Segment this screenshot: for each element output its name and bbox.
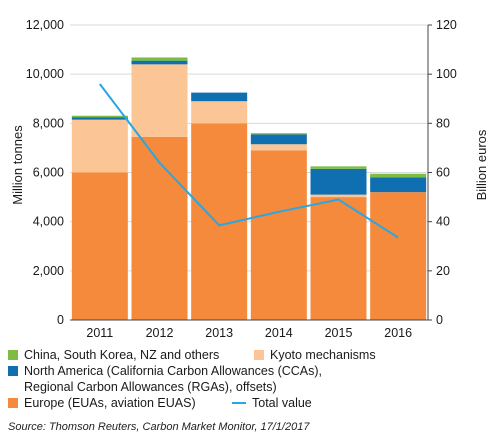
legend-swatch-europe: [8, 398, 18, 408]
bar-segment: [310, 197, 367, 320]
legend-swatch-china: [8, 350, 18, 360]
bar-segment: [370, 177, 427, 193]
y-axis-label: Million tonnes: [10, 125, 25, 205]
legend-row: Regional Carbon Allowances (RGAs), offse…: [8, 379, 498, 395]
chart-total-line: [99, 83, 399, 239]
legend-item-north-america: North America (California Carbon Allowan…: [8, 363, 322, 379]
total-value-line: [99, 83, 399, 239]
y-tick-label: 2,000: [33, 264, 64, 278]
y2-tick-label: 120: [436, 18, 457, 32]
bar-segment: [131, 60, 188, 65]
x-tick-label: 2014: [265, 326, 293, 340]
legend-label-china: China, South Korea, NZ and others: [24, 348, 220, 362]
y-tick-label: 10,000: [26, 67, 64, 81]
legend-item-total: Total value: [232, 395, 312, 411]
y2-tick-label: 20: [436, 264, 450, 278]
y2-axis-label: Billion euros: [474, 129, 489, 200]
bar-segment: [131, 136, 188, 320]
legend-swatch-total: [232, 402, 246, 404]
legend-label-north-america-2: Regional Carbon Allowances (RGAs), offse…: [24, 380, 277, 394]
y-tick-label: 0: [57, 313, 64, 327]
bar-segment: [310, 194, 367, 198]
x-tick-label: 2015: [325, 326, 353, 340]
chart-bars: [71, 57, 427, 320]
y2-tick-label: 60: [436, 166, 450, 180]
bar-segment: [71, 172, 128, 320]
bar-segment: [71, 119, 128, 173]
legend-item-kyoto: Kyoto mechanisms: [254, 347, 376, 363]
bar-segment: [250, 133, 307, 135]
bar-segment: [310, 166, 367, 169]
legend-label-north-america-1: North America (California Carbon Allowan…: [24, 364, 323, 378]
legend-row: Europe (EUAs, aviation EUAS) Total value: [8, 395, 498, 411]
legend-label-total: Total value: [252, 396, 312, 410]
chart: 0 2,000 4,000 6,000 8,000 10,000 12,000 0 20 40 60…: [10, 18, 489, 340]
x-tick-label: 2016: [384, 326, 412, 340]
bar-segment: [71, 115, 128, 118]
legend-swatch-kyoto: [254, 350, 264, 360]
bar-segment: [250, 134, 307, 145]
y-tick-label: 4,000: [33, 215, 64, 229]
bar-segment: [250, 150, 307, 320]
bar-segment: [191, 101, 248, 124]
y2-tick-label: 0: [436, 313, 443, 327]
bar-segment: [370, 192, 427, 320]
x-tick-label: 2012: [146, 326, 174, 340]
legend-item-china: China, South Korea, NZ and others: [8, 347, 219, 363]
y2-tick-label: 80: [436, 116, 450, 130]
chart-tick-labels: 0 2,000 4,000 6,000 8,000 10,000 12,000 0 20 40 60…: [26, 18, 457, 340]
legend-label-kyoto: Kyoto mechanisms: [270, 348, 376, 362]
bar-segment: [71, 117, 128, 120]
chart-axes: [70, 24, 432, 321]
legend-item-europe: Europe (EUAs, aviation EUAS): [8, 395, 196, 411]
y2-tick-label: 100: [436, 67, 457, 81]
y-tick-label: 6,000: [33, 166, 64, 180]
x-tick-label: 2013: [205, 326, 233, 340]
bar-segment: [250, 144, 307, 151]
legend-row: North America (California Carbon Allowan…: [8, 363, 498, 379]
bar-segment: [370, 173, 427, 178]
y2-tick-label: 40: [436, 215, 450, 229]
bar-segment: [310, 168, 367, 195]
chart-legend: China, South Korea, NZ and others Kyoto …: [8, 347, 498, 411]
y-tick-label: 8,000: [33, 116, 64, 130]
legend-swatch-north-america: [8, 366, 18, 376]
legend-row: China, South Korea, NZ and others Kyoto …: [8, 347, 498, 363]
y-tick-label: 12,000: [26, 18, 64, 32]
bar-segment: [131, 64, 188, 137]
bar-segment: [191, 92, 248, 102]
x-tick-label: 2011: [86, 326, 113, 340]
legend-label-europe: Europe (EUAs, aviation EUAS): [24, 396, 196, 410]
bar-segment: [131, 57, 188, 61]
source-note: Source: Thomson Reuters, Carbon Market M…: [8, 421, 310, 433]
